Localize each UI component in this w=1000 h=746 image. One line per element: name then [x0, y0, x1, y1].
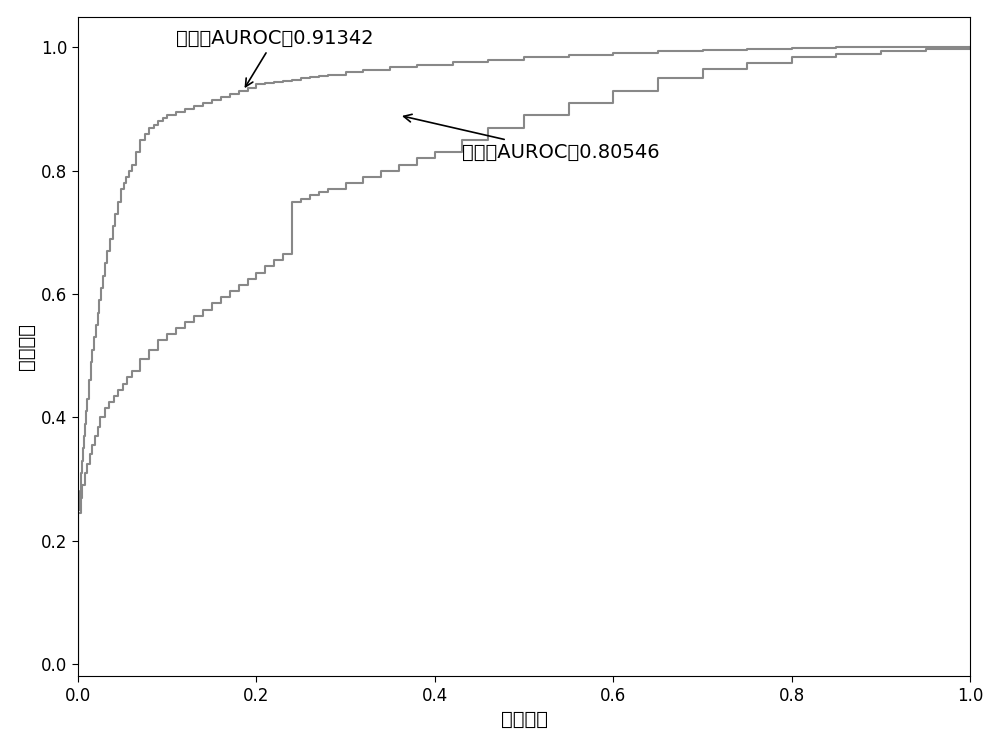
Text: 测试集AUROC：0.80546: 测试集AUROC：0.80546 [404, 114, 659, 162]
Text: 训练集AUROC：0.91342: 训练集AUROC：0.91342 [176, 29, 374, 87]
X-axis label: 假阳性率: 假阳性率 [501, 710, 548, 730]
Y-axis label: 真阳性率: 真阳性率 [17, 323, 36, 370]
